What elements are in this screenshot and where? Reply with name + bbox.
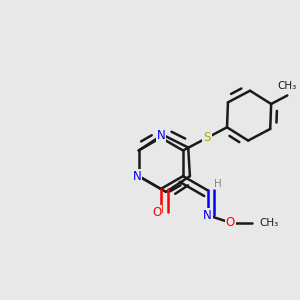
- Text: N: N: [157, 128, 165, 142]
- Text: S: S: [203, 131, 211, 144]
- Text: N: N: [203, 209, 212, 222]
- Text: N: N: [133, 169, 141, 183]
- Text: CH₃: CH₃: [278, 82, 297, 92]
- Text: CH₃: CH₃: [259, 218, 278, 227]
- Text: H: H: [214, 178, 221, 189]
- Text: O: O: [152, 206, 161, 219]
- Text: O: O: [226, 216, 235, 229]
